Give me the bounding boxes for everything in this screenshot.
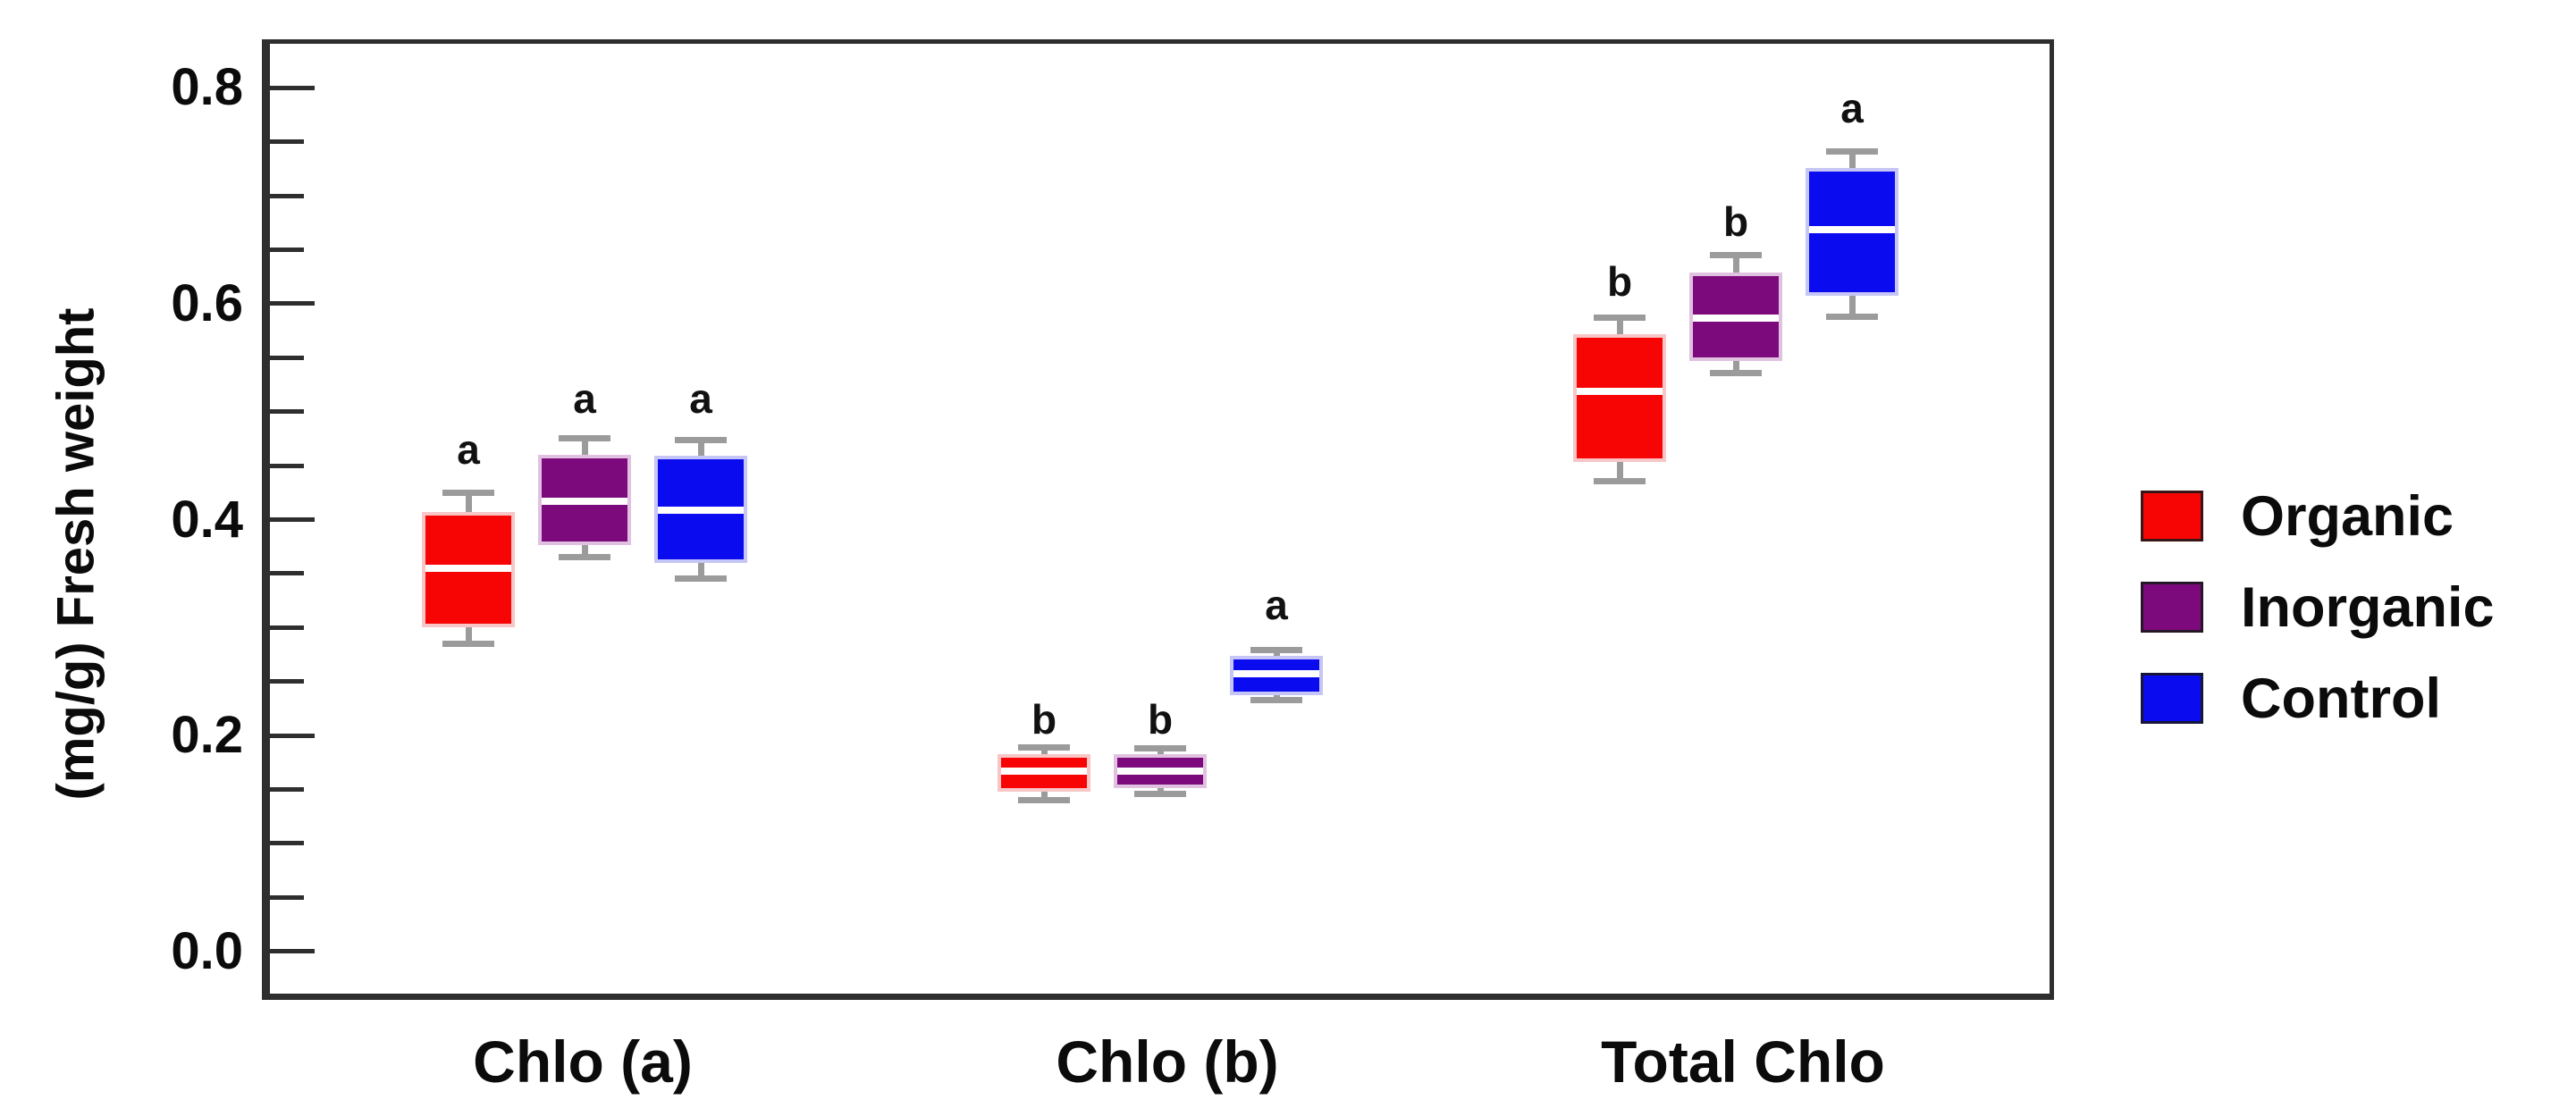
legend-label-inorganic: Inorganic bbox=[2241, 575, 2495, 639]
median-control-chlo-b bbox=[1233, 670, 1319, 678]
y-tick-label: 0.6 bbox=[171, 273, 243, 332]
whisker-cap-top-organic-chlo-a bbox=[442, 489, 494, 496]
sig-letter-inorganic-chlo-b: b bbox=[1147, 695, 1174, 743]
y-minor-tick bbox=[270, 625, 304, 630]
whisker-cap-top-control-chlo-a bbox=[675, 436, 727, 443]
y-tick-label: 0.2 bbox=[171, 706, 243, 765]
whisker-cap-top-inorganic-chlo-b bbox=[1134, 745, 1186, 752]
whisker-cap-bottom-control-total-chlo bbox=[1826, 313, 1878, 320]
y-minor-tick bbox=[270, 463, 304, 468]
sig-letter-control-chlo-b: a bbox=[1265, 581, 1288, 628]
whisker-cap-bottom-organic-total-chlo bbox=[1594, 477, 1646, 484]
sig-letter-organic-chlo-b: b bbox=[1031, 695, 1057, 743]
x-category-label-chlo-b: Chlo (b) bbox=[1056, 1028, 1279, 1095]
y-major-tick bbox=[270, 85, 315, 90]
y-tick-label: 0.0 bbox=[171, 921, 243, 980]
y-minor-tick bbox=[270, 409, 304, 415]
sig-letter-inorganic-chlo-a: a bbox=[573, 375, 596, 423]
median-organic-chlo-a bbox=[425, 564, 511, 572]
median-control-total-chlo bbox=[1809, 225, 1895, 233]
box-organic-total-chlo bbox=[1573, 333, 1666, 463]
legend-swatch-inorganic bbox=[2141, 582, 2203, 633]
legend-label-control: Control bbox=[2241, 667, 2441, 730]
whisker-cap-bottom-control-chlo-b bbox=[1250, 696, 1302, 703]
whisker-cap-bottom-organic-chlo-a bbox=[442, 640, 494, 647]
y-minor-tick bbox=[270, 679, 304, 684]
whisker-cap-bottom-inorganic-chlo-b bbox=[1134, 790, 1186, 797]
legend-label-organic: Organic bbox=[2241, 484, 2454, 548]
whisker-cap-top-inorganic-chlo-a bbox=[559, 435, 610, 442]
sig-letter-organic-chlo-a: a bbox=[457, 425, 480, 473]
whisker-cap-top-organic-total-chlo bbox=[1594, 315, 1646, 322]
x-category-label-total-chlo: Total Chlo bbox=[1601, 1028, 1885, 1095]
median-control-chlo-a bbox=[658, 506, 744, 514]
whisker-cap-top-inorganic-total-chlo bbox=[1710, 252, 1762, 259]
y-minor-tick bbox=[270, 248, 304, 253]
median-inorganic-total-chlo bbox=[1693, 314, 1779, 322]
y-major-tick bbox=[270, 517, 315, 522]
y-axis-title: (mg/g) Fresh weight bbox=[46, 307, 105, 801]
median-organic-total-chlo bbox=[1577, 387, 1663, 395]
y-minor-tick bbox=[270, 841, 304, 846]
whisker-cap-top-control-total-chlo bbox=[1826, 148, 1878, 155]
sig-letter-control-chlo-a: a bbox=[689, 375, 712, 423]
y-minor-tick bbox=[270, 786, 304, 792]
whisker-cap-top-organic-chlo-b bbox=[1018, 743, 1070, 751]
whisker-cap-bottom-inorganic-total-chlo bbox=[1710, 369, 1762, 376]
whisker-cap-bottom-organic-chlo-b bbox=[1018, 797, 1070, 804]
y-major-tick bbox=[270, 733, 315, 738]
x-category-label-chlo-a: Chlo (a) bbox=[473, 1028, 693, 1095]
plot-area bbox=[262, 39, 2054, 1000]
sig-letter-organic-total-chlo: b bbox=[1606, 257, 1633, 305]
y-minor-tick bbox=[270, 355, 304, 360]
sig-letter-inorganic-total-chlo: b bbox=[1722, 198, 1749, 246]
y-minor-tick bbox=[270, 193, 304, 198]
whisker-cap-top-control-chlo-b bbox=[1250, 647, 1302, 654]
median-organic-chlo-b bbox=[1001, 767, 1087, 775]
y-tick-label: 0.8 bbox=[171, 58, 243, 117]
whisker-cap-bottom-control-chlo-a bbox=[675, 575, 727, 583]
y-major-tick bbox=[270, 301, 315, 306]
y-tick-label: 0.4 bbox=[171, 490, 243, 549]
median-inorganic-chlo-a bbox=[542, 497, 627, 505]
median-inorganic-chlo-b bbox=[1117, 767, 1203, 775]
y-major-tick bbox=[270, 949, 315, 954]
whisker-cap-bottom-inorganic-chlo-a bbox=[559, 554, 610, 561]
legend-swatch-control bbox=[2141, 673, 2203, 724]
y-minor-tick bbox=[270, 894, 304, 900]
sig-letter-control-total-chlo: a bbox=[1840, 85, 1864, 132]
y-minor-tick bbox=[270, 139, 304, 145]
legend-swatch-organic bbox=[2141, 491, 2203, 541]
y-minor-tick bbox=[270, 571, 304, 576]
